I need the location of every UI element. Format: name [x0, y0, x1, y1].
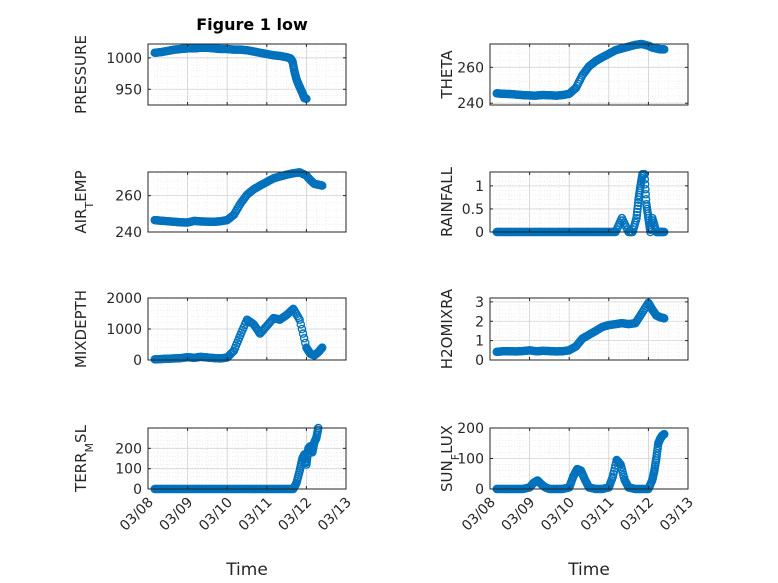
y-axis-label: THETA	[438, 50, 456, 100]
y-tick-label: 0	[133, 482, 142, 498]
y-tick-label: 100	[457, 452, 484, 468]
data-point-interp	[633, 204, 642, 214]
y-axis-label: RAINFALL	[438, 166, 456, 237]
data-point-interp	[234, 333, 244, 343]
data-point-interp	[259, 325, 268, 335]
data-point-interp	[574, 338, 584, 347]
y-tick-label: 240	[457, 96, 484, 112]
y-tick-label: 200	[115, 441, 142, 457]
data-point-interp	[296, 320, 306, 329]
x-tick-label: 03/13	[315, 495, 355, 535]
y-tick-label: 950	[115, 82, 142, 98]
data-point-interp	[632, 210, 642, 220]
data-point-interp	[317, 181, 326, 190]
series-air-temp	[150, 168, 327, 227]
y-tick-label: 1000	[106, 322, 142, 338]
axes-box	[147, 43, 347, 106]
y-tick-label: 260	[115, 189, 142, 205]
y-tick-label: 2000	[106, 291, 142, 307]
data-point-interp	[641, 190, 651, 199]
data-point-interp	[632, 207, 642, 217]
y-tick-label: 1000	[106, 51, 142, 67]
subplot-rainfall: 0 0.5 1 RAINFALL	[438, 166, 689, 241]
data-point-interp	[640, 175, 650, 184]
data-point-interp	[640, 180, 650, 189]
subplot-h2omixra: 0 1 2 3 H2OMIXRA	[438, 288, 689, 369]
series-theta	[492, 39, 669, 100]
axes-box	[489, 297, 689, 361]
y-axis-label: TERRMSL	[72, 424, 96, 493]
data-point-interp	[639, 170, 649, 179]
grid	[148, 172, 346, 232]
y-tick-label: 260	[457, 60, 484, 76]
x-tick-label: 03/12	[617, 495, 657, 535]
y-tick-label: 0	[133, 353, 142, 369]
data-point-interp	[226, 213, 235, 222]
axes-box	[147, 171, 347, 233]
y-tick-label: 1	[475, 334, 484, 350]
data-point-interp	[607, 474, 617, 483]
data-point-interp	[568, 86, 577, 96]
y-tick-label: 3	[475, 295, 484, 311]
x-tick-label: 03/09	[499, 495, 539, 535]
series-h2omixra	[492, 298, 669, 357]
grid	[490, 172, 688, 232]
y-tick-label: 240	[115, 225, 142, 241]
y-axis-label: H2OMIXRA	[438, 288, 456, 369]
data-point-interp	[298, 329, 308, 338]
data-point-interp	[299, 334, 309, 343]
y-axis-label: AIRTEMP	[72, 170, 96, 233]
y-tick-label: 2	[475, 314, 484, 330]
y-tick-label: 1	[475, 179, 484, 195]
x-axis-label: Time	[225, 560, 268, 580]
x-tick-label: 03/08	[117, 495, 157, 535]
y-tick-label: 0	[475, 482, 484, 498]
x-tick-label: 03/08	[459, 495, 499, 535]
grid	[148, 298, 346, 360]
figure-title: Figure 1 low	[196, 15, 308, 34]
subplot-mixdepth: 0 1000 2000 MIXDEPTH	[72, 290, 347, 369]
x-tick-label: 03/09	[157, 495, 197, 535]
y-axis-label: MIXDEPTH	[72, 290, 90, 368]
x-tick-label: 03/10	[538, 495, 578, 535]
y-axis-label: SUNFLUX	[438, 425, 462, 492]
data-point-interp	[659, 313, 668, 323]
y-tick-label: 200	[457, 421, 484, 437]
x-tick-label: 03/11	[578, 495, 618, 535]
data-point-interp	[226, 349, 235, 359]
x-tick-label: 03/13	[657, 495, 697, 535]
data-point-interp	[297, 324, 307, 334]
axes-box	[489, 171, 689, 233]
axes-box	[147, 427, 347, 490]
data-point-interp	[633, 201, 643, 211]
subplot-air-temp: 240 260 AIRTEMP	[72, 168, 347, 241]
subplot-pressure: 950 1000 PRESSURE	[72, 35, 347, 114]
data-point-interp	[631, 216, 641, 225]
data-point-interp	[659, 45, 668, 54]
axes-box	[489, 43, 689, 106]
data-point-interp	[294, 468, 304, 477]
data-point-interp	[659, 430, 669, 439]
y-axis-label: PRESSURE	[72, 35, 90, 114]
y-tick-label: 0	[475, 353, 484, 369]
subplot-terr-msl: 0 100 200 TERRMSL 03/08 03/09 03/10 03/11 03/12 0…	[72, 423, 355, 580]
data-point-interp	[317, 344, 326, 353]
data-point-interp	[641, 185, 650, 194]
series-mixdepth	[150, 304, 327, 364]
data-point-interp	[313, 425, 323, 434]
x-axis-label: Time	[567, 560, 610, 580]
x-tick-label: 03/10	[196, 495, 236, 535]
x-tick-label: 03/12	[275, 495, 315, 535]
y-tick-label: 100	[115, 462, 142, 478]
y-tick-label: 0	[475, 225, 484, 241]
x-tick-label: 03/11	[236, 495, 276, 535]
y-tick-label: 0.5	[462, 202, 484, 218]
